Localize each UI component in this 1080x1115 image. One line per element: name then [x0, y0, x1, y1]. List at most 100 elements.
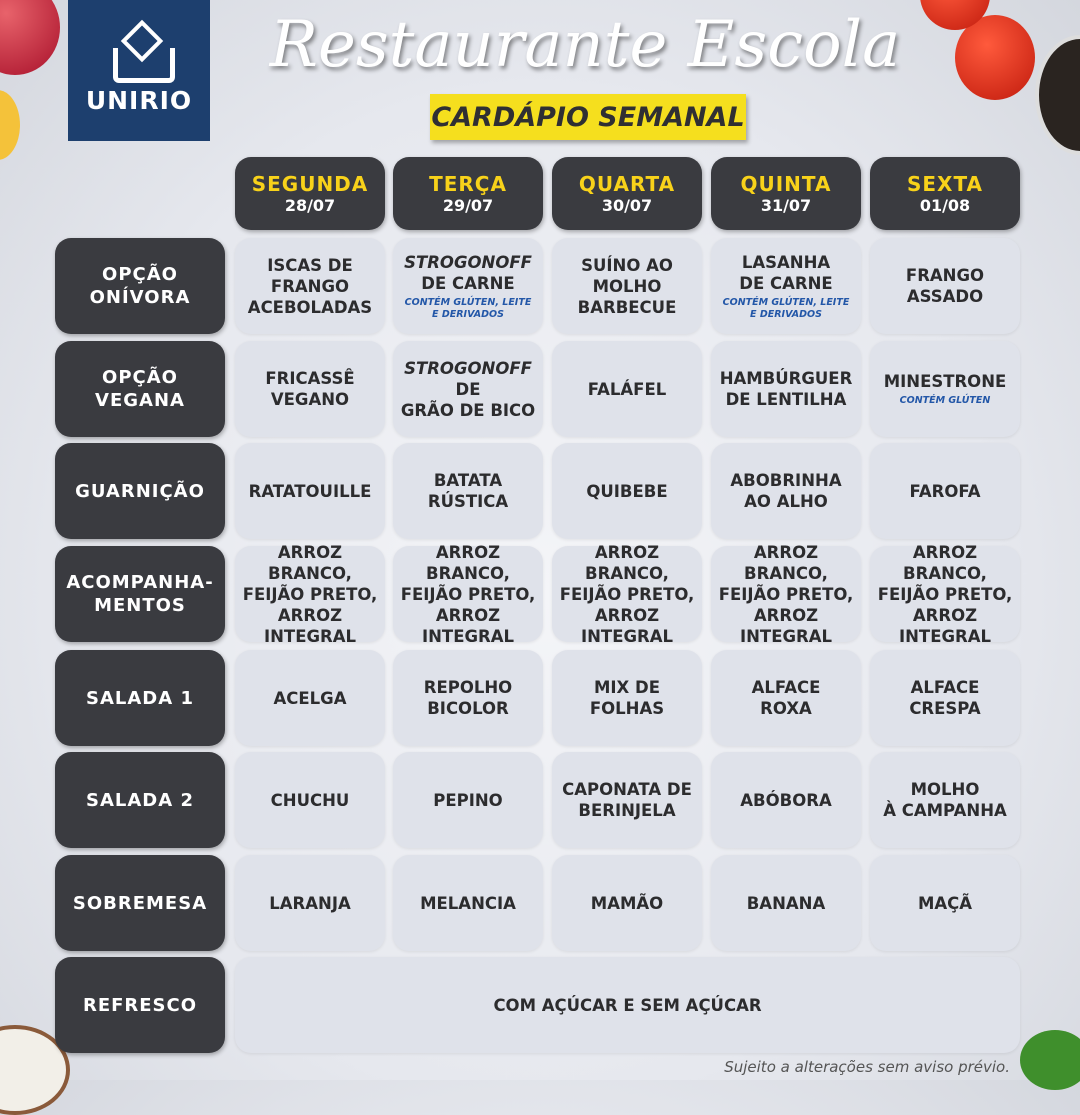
menu-item: SUÍNO AO MOLHO BARBECUE [552, 238, 702, 334]
dish-name-text: SUÍNO AO MOLHO BARBECUE [577, 255, 677, 317]
dish-name-text: ARROZ BRANCO, FEIJÃO PRETO, ARROZ INTEGR… [559, 542, 695, 646]
dish-name: ARROZ BRANCO, FEIJÃO PRETO, ARROZ INTEGR… [874, 542, 1016, 647]
row-header: SALADA 2 [55, 752, 225, 848]
menu-item: CHUCHU [235, 752, 385, 848]
dish-name-italic: STROGONOFF [404, 358, 532, 378]
day-name: SEXTA [906, 171, 984, 196]
dish-name: MAÇÃ [918, 893, 972, 914]
menu-item: LARANJA [235, 855, 385, 951]
dish-name: CHUCHU [271, 790, 350, 811]
row-header: OPÇÃO VEGANA [55, 341, 225, 437]
day-name: TERÇA [429, 171, 507, 196]
row-label: GUARNIÇÃO [75, 480, 205, 502]
row-header: SOBREMESA [55, 855, 225, 951]
dish-name-text: MAÇÃ [917, 893, 973, 913]
dish-name: FRICASSÊ VEGANO [265, 368, 354, 410]
dish-name: REPOLHO BICOLOR [424, 677, 512, 719]
menu-item: ARROZ BRANCO, FEIJÃO PRETO, ARROZ INTEGR… [552, 543, 702, 646]
dish-name-text: ARROZ BRANCO, FEIJÃO PRETO, ARROZ INTEGR… [877, 542, 1013, 646]
menu-item: ABOBRINHA AO ALHO [711, 443, 861, 539]
disclaimer: Sujeito a alterações sem aviso prévio. [724, 1058, 1010, 1076]
menu-item: MAMÃO [552, 855, 702, 951]
row-header: SALADA 1 [55, 650, 225, 746]
dish-name: FAROFA [909, 481, 980, 502]
menu-item: FALÁFEL [552, 341, 702, 437]
menu-item: HAMBÚRGUER DE LENTILHA [711, 341, 861, 437]
dish-name: ARROZ BRANCO, FEIJÃO PRETO, ARROZ INTEGR… [397, 542, 539, 647]
menu-item: CAPONATA DE BERINJELA [552, 752, 702, 848]
dish-name-text: RATATOUILLE [248, 481, 372, 501]
dish-name: ARROZ BRANCO, FEIJÃO PRETO, ARROZ INTEGR… [715, 542, 857, 647]
dish-name: HAMBÚRGUER DE LENTILHA [720, 368, 853, 410]
menu-item: ARROZ BRANCO, FEIJÃO PRETO, ARROZ INTEGR… [235, 543, 385, 646]
page-title: Restaurante Escola [269, 8, 901, 82]
menu-item: ABÓBORA [711, 752, 861, 848]
dish-name-text: CHUCHU [270, 790, 350, 810]
lemon-decoration [0, 90, 20, 160]
allergen-note: CONTÉM GLÚTEN [899, 395, 991, 406]
dish-name-text: MELANCIA [420, 893, 516, 913]
dish-name-text: ARROZ BRANCO, FEIJÃO PRETO, ARROZ INTEGR… [400, 542, 536, 646]
dish-name: PEPINO [433, 790, 502, 811]
dish-name-text: ARROZ BRANCO, FEIJÃO PRETO, ARROZ INTEGR… [718, 542, 854, 646]
menu-item: PEPINO [393, 752, 543, 848]
dish-name-text: LARANJA [269, 893, 351, 913]
allergen-note: CONTÉM GLÚTEN, LEITE E DERIVADOS [404, 296, 532, 320]
dish-name-text: FRICASSÊ VEGANO [265, 369, 355, 409]
dish-name: MINESTRONE [884, 371, 1007, 392]
menu-item: LASANHA DE CARNE CONTÉM GLÚTEN, LEITE E D… [711, 238, 861, 334]
menu-item: REPOLHO BICOLOR [393, 650, 543, 746]
menu-item: COM AÇÚCAR E SEM AÇÚCAR [235, 957, 1020, 1053]
dish-name: ABOBRINHA AO ALHO [730, 470, 841, 512]
dish-name: ARROZ BRANCO, FEIJÃO PRETO, ARROZ INTEGR… [239, 542, 381, 647]
day-header: SEXTA 01/08 [870, 157, 1020, 230]
unirio-logo: UNIRIO [68, 0, 210, 141]
dish-name-text: FAROFA [909, 481, 981, 501]
dish-name-text: MOLHO À CAMPANHA [883, 780, 1007, 820]
menu-item: STROGONOFF DE CARNE CONTÉM GLÚTEN, LEITE … [393, 238, 543, 334]
menu-item: MIX DE FOLHAS [552, 650, 702, 746]
day-header: QUINTA 31/07 [711, 157, 861, 230]
dish-name: ISCAS DE FRANGO ACEBOLADAS [239, 255, 381, 318]
row-label: SOBREMESA [72, 892, 208, 914]
dish-name-text: MIX DE FOLHAS [589, 678, 665, 718]
dish-name: LARANJA [269, 893, 350, 914]
dish-name-text: LASANHA DE CARNE [739, 252, 833, 293]
dish-name-text: ABOBRINHA AO ALHO [730, 471, 842, 511]
row-label: OPÇÃO ONÍVORA [89, 264, 191, 308]
dish-name-text: ABÓBORA [740, 790, 832, 810]
dish-name: MIX DE FOLHAS [556, 677, 698, 719]
pepper-bowl-decoration [1035, 35, 1080, 155]
dish-name-text: FRANGO ASSADO [905, 266, 985, 306]
dish-name: LASANHA DE CARNE [739, 252, 832, 294]
dish-name-text: PEPINO [433, 790, 503, 810]
row-label: OPÇÃO VEGANA [95, 367, 185, 411]
menu-item: ARROZ BRANCO, FEIJÃO PRETO, ARROZ INTEGR… [870, 543, 1020, 646]
menu-item: MAÇÃ [870, 855, 1020, 951]
menu-item: ALFACE CRESPA [870, 650, 1020, 746]
row-label: REFRESCO [82, 994, 198, 1016]
dish-name-italic: STROGONOFF [404, 252, 532, 272]
dish-name: COM AÇÚCAR E SEM AÇÚCAR [493, 995, 761, 1016]
dish-name-text: ARROZ BRANCO, FEIJÃO PRETO, ARROZ INTEGR… [242, 542, 378, 646]
day-name: QUARTA [578, 171, 676, 196]
dish-name: BATATA RÚSTICA [428, 470, 508, 512]
day-date: 01/08 [919, 195, 971, 215]
dish-name: FALÁFEL [588, 379, 667, 400]
basil-decoration [1020, 1030, 1080, 1090]
day-header: TERÇA 29/07 [393, 157, 543, 230]
page-subtitle: CARDÁPIO SEMANAL [430, 94, 746, 140]
dish-name-text: ALFACE ROXA [751, 678, 821, 718]
dish-name-text: DE CARNE [421, 273, 515, 293]
dish-name-text: MINESTRONE [883, 372, 1007, 391]
dish-name: RATATOUILLE [249, 481, 372, 502]
dish-name-text: REPOLHO BICOLOR [423, 678, 513, 718]
menu-item: RATATOUILLE [235, 443, 385, 539]
apple-decoration [0, 0, 60, 75]
dish-name-text: ALFACE CRESPA [909, 678, 981, 718]
dish-name: MOLHO À CAMPANHA [883, 779, 1007, 821]
dish-name-text: ACELGA [273, 688, 347, 708]
day-header: QUARTA 30/07 [552, 157, 702, 230]
tomato-decoration [955, 15, 1035, 100]
dish-name: ARROZ BRANCO, FEIJÃO PRETO, ARROZ INTEGR… [556, 542, 698, 647]
